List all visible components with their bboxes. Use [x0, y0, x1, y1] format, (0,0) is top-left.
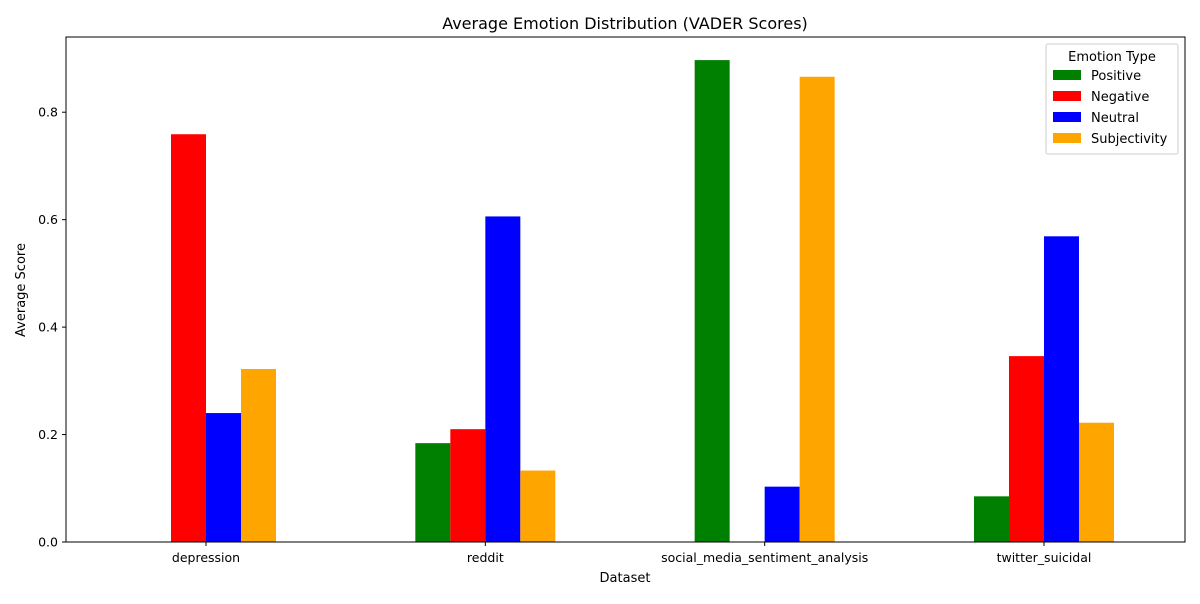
plot-frame: [65, 36, 1186, 543]
bar-subjectivity-depression: [241, 369, 276, 542]
bar-neutral-depression: [206, 413, 241, 542]
legend-title: Emotion Type: [1068, 50, 1156, 65]
legend-swatch-positive: [1053, 70, 1081, 80]
x-axis: depression reddit social_media_sentiment_a…: [172, 542, 1091, 565]
bar-negative-reddit: [450, 429, 486, 542]
bar-neutral-social_media_sentiment_analysis: [764, 486, 800, 542]
bar-subjectivity-reddit: [520, 470, 556, 542]
y-tick-label: 0.0: [38, 535, 58, 550]
legend-items: Positive Negative Neutral Subjectivity: [1053, 69, 1168, 147]
legend-label-negative: Negative: [1091, 90, 1149, 105]
legend-swatch-subjectivity: [1053, 133, 1081, 143]
x-tick-label: social_media_sentiment_analysis: [661, 550, 868, 565]
bar-positive-reddit: [415, 443, 451, 542]
bars-group: [171, 60, 1114, 543]
bar-negative-depression: [171, 134, 206, 543]
bar-positive-twitter_suicidal: [973, 496, 1009, 542]
bar-negative-twitter_suicidal: [1008, 356, 1044, 542]
y-axis-label: Average Score: [14, 243, 29, 337]
y-tick-label: 0.2: [38, 427, 58, 442]
x-tick-label: depression: [172, 550, 240, 565]
x-tick-label: twitter_suicidal: [997, 550, 1092, 565]
legend-swatch-neutral: [1053, 112, 1081, 122]
bar-subjectivity-twitter_suicidal: [1078, 422, 1114, 542]
chart-title: Average Emotion Distribution (VADER Scor…: [442, 14, 808, 33]
x-axis-label: Dataset: [600, 571, 651, 586]
legend: Emotion Type Positive Negative Neutral Subj…: [1045, 43, 1179, 155]
y-tick-label: 0.4: [38, 320, 58, 335]
bar-subjectivity-social_media_sentiment_analysis: [799, 76, 835, 542]
y-tick-label: 0.6: [38, 212, 58, 227]
bar-positive-social_media_sentiment_analysis: [694, 60, 730, 542]
legend-label-neutral: Neutral: [1091, 111, 1139, 126]
legend-label-positive: Positive: [1091, 69, 1141, 84]
x-tick-label: reddit: [467, 550, 504, 565]
y-axis: 0.0 0.2 0.4 0.6 0.8: [38, 105, 66, 550]
bar-neutral-twitter_suicidal: [1043, 236, 1079, 542]
bar-neutral-reddit: [485, 216, 521, 542]
y-tick-label: 0.8: [38, 105, 58, 120]
legend-label-subjectivity: Subjectivity: [1091, 132, 1168, 147]
legend-swatch-negative: [1053, 91, 1081, 101]
